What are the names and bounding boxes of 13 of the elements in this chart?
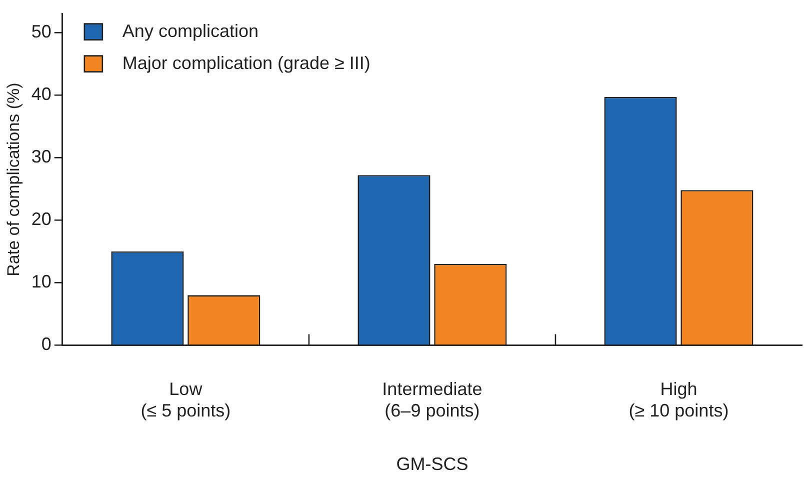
y-tick-label: 30 <box>31 146 52 167</box>
y-tick-label: 10 <box>31 272 52 292</box>
x-tick-label: Intermediate (6–9 points) <box>382 378 482 421</box>
y-tick-label: 40 <box>31 84 52 104</box>
y-tick-label: 20 <box>31 209 52 230</box>
legend-label: Major complication (grade ≥ III) <box>122 52 370 73</box>
x-axis-title: GM-SCS <box>396 454 468 474</box>
x-tick-label: High (≥ 10 points) <box>628 378 729 421</box>
legend-label: Any complication <box>122 20 258 41</box>
y-tick-label: 0 <box>41 334 52 354</box>
y-tick-label: 50 <box>31 22 52 42</box>
x-tick-label: Low (≤ 5 points) <box>140 378 231 421</box>
y-axis-title: Rate of complications (%) <box>4 82 23 276</box>
